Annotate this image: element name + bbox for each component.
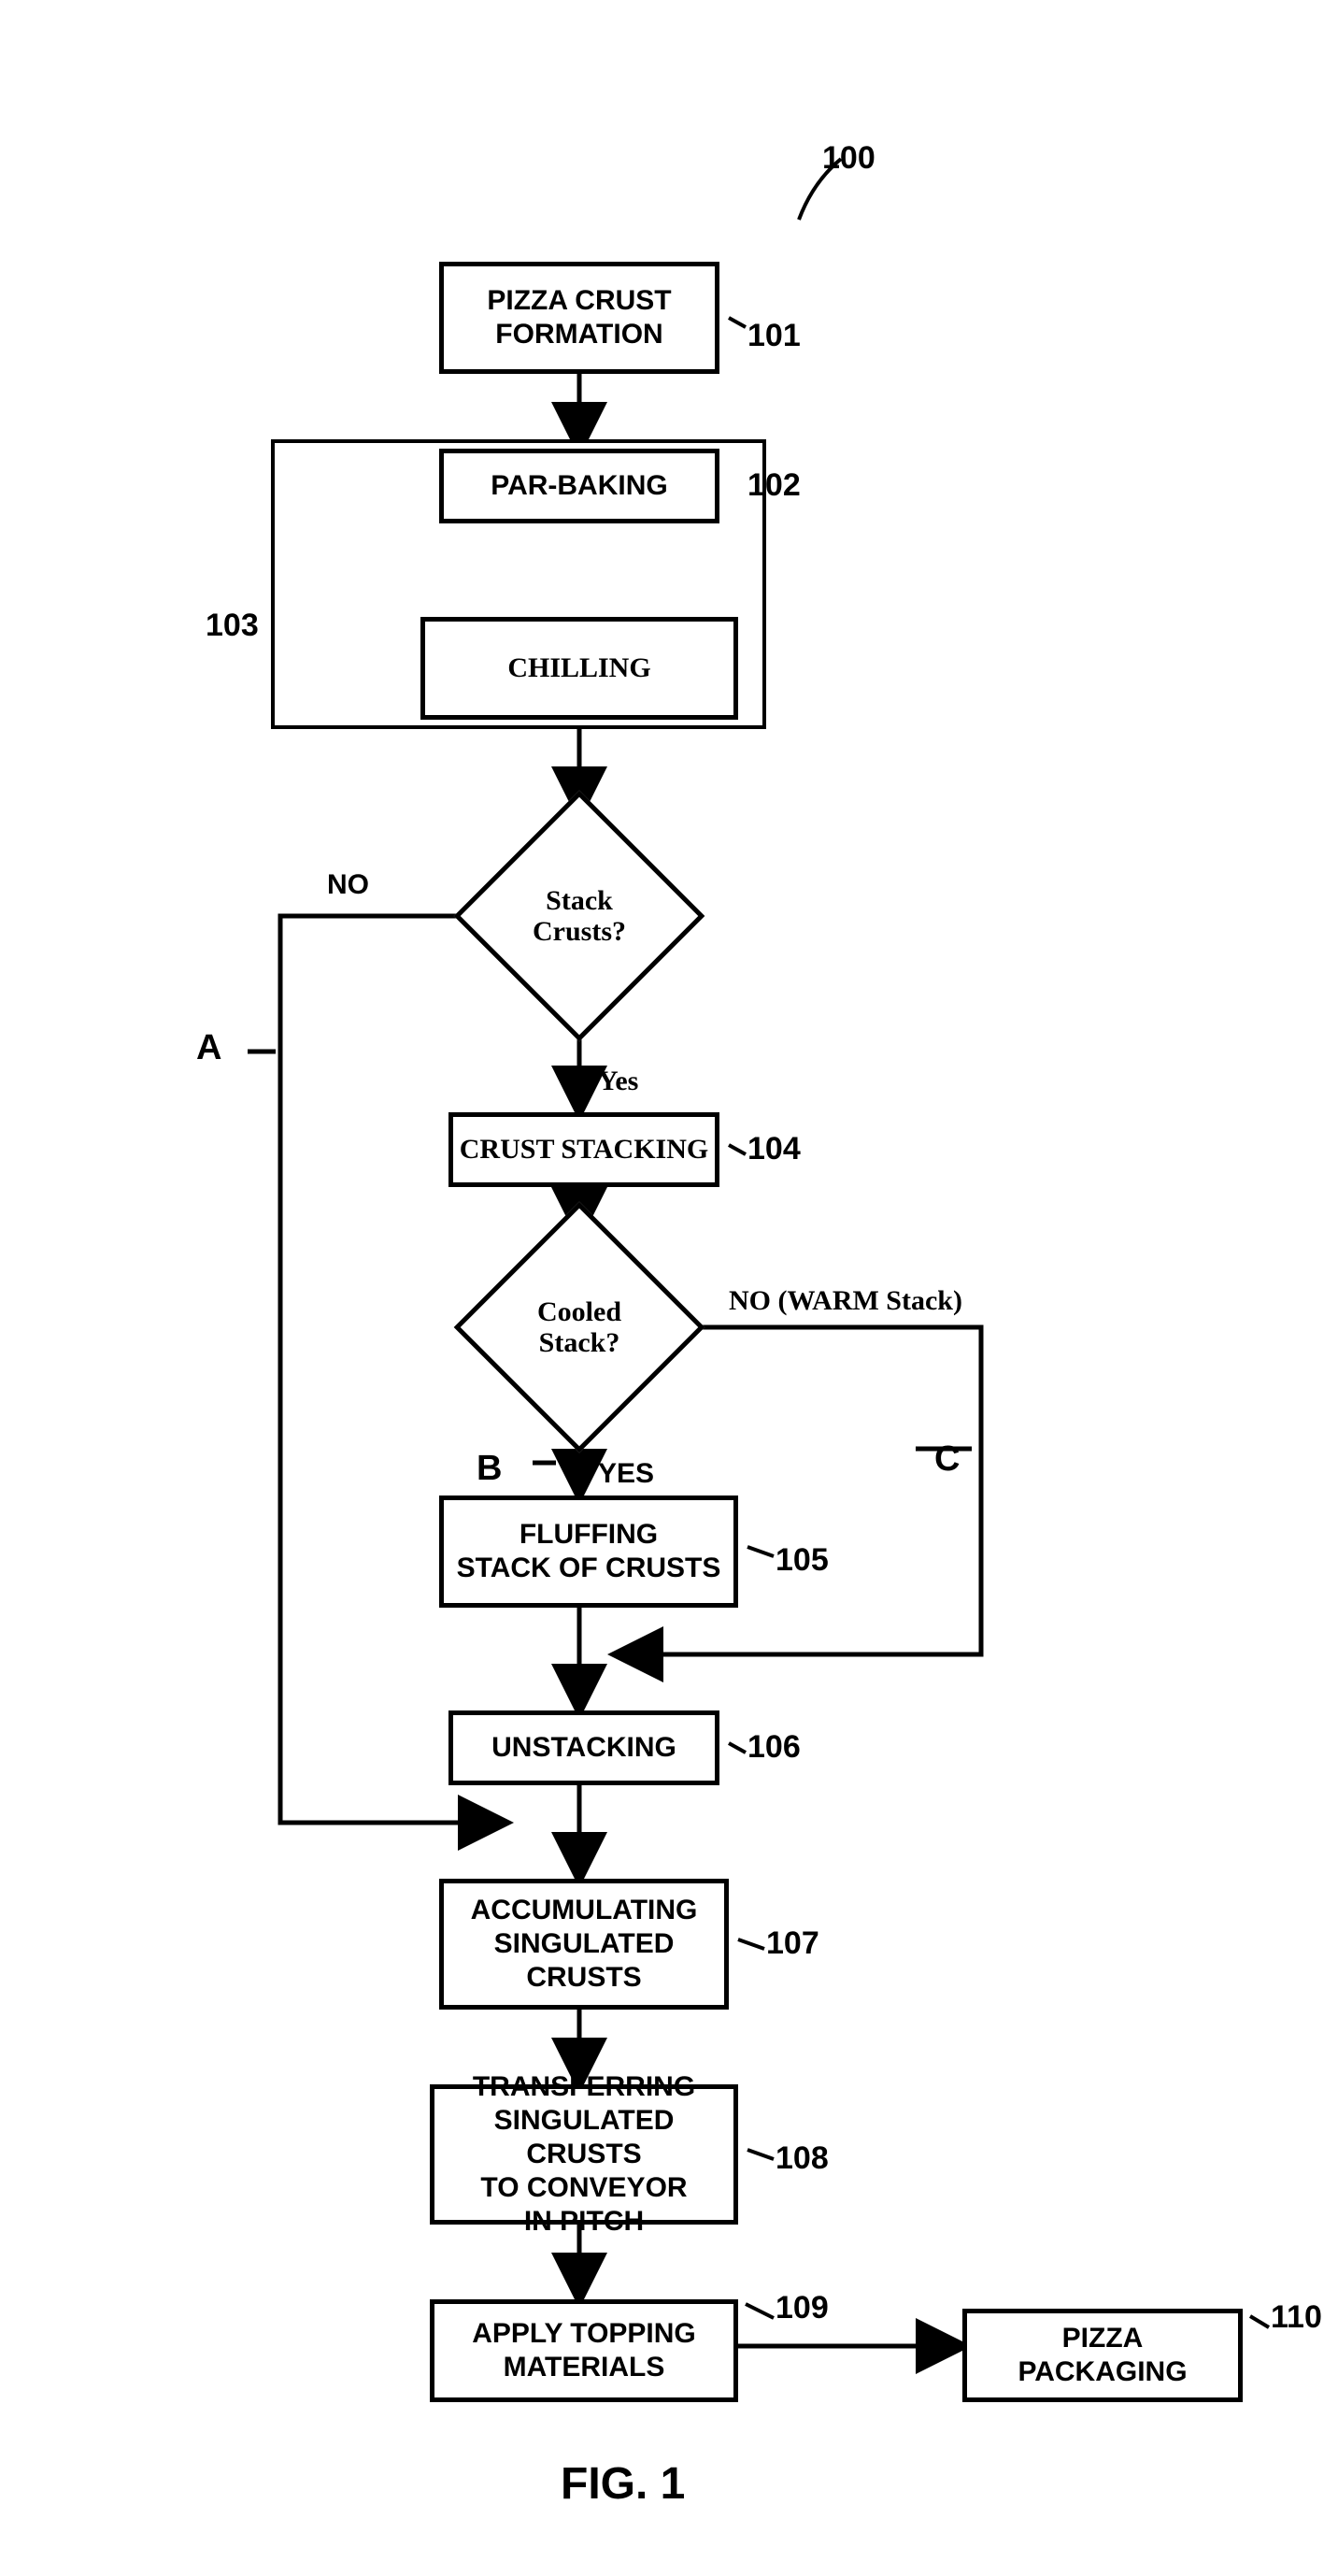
- ref-107: 107: [766, 1925, 819, 1962]
- edge-label-no-2: NO (WARM Stack): [729, 1285, 962, 1317]
- diamond-label: CooledStack?: [491, 1238, 668, 1416]
- box-chilling: CHILLING: [420, 617, 738, 720]
- diamond-label: StackCrusts?: [491, 827, 668, 1005]
- path-label-c: C: [934, 1439, 960, 1480]
- edge-label-yes-2: YES: [598, 1458, 654, 1490]
- box-label: TRANSFERRINGSINGULATED CRUSTSTO CONVEYOR…: [440, 2070, 728, 2239]
- edge-label-yes-1: Yes: [598, 1066, 638, 1097]
- edge-label-no-1: NO: [327, 869, 369, 901]
- ref-102: 102: [747, 467, 801, 504]
- box-accumulating: ACCUMULATINGSINGULATEDCRUSTS: [439, 1879, 729, 2010]
- box-crust-stacking: CRUST STACKING: [448, 1112, 719, 1187]
- box-apply-topping: APPLY TOPPINGMATERIALS: [430, 2299, 738, 2402]
- box-pizza-crust-formation: PIZZA CRUSTFORMATION: [439, 262, 719, 374]
- box-label: PIZZA CRUSTFORMATION: [487, 284, 671, 351]
- box-transferring: TRANSFERRINGSINGULATED CRUSTSTO CONVEYOR…: [430, 2084, 738, 2225]
- ref-108: 108: [776, 2140, 829, 2177]
- ref-104: 104: [747, 1131, 801, 1167]
- box-fluffing: FLUFFINGSTACK OF CRUSTS: [439, 1496, 738, 1608]
- ref-100: 100: [822, 140, 875, 177]
- box-label: FLUFFINGSTACK OF CRUSTS: [457, 1518, 721, 1585]
- box-label: ACCUMULATINGSINGULATEDCRUSTS: [471, 1894, 698, 1995]
- box-label: PIZZAPACKAGING: [1018, 2322, 1187, 2389]
- box-label: PAR-BAKING: [491, 469, 667, 503]
- ref-105: 105: [776, 1542, 829, 1579]
- box-par-baking: PAR-BAKING: [439, 449, 719, 523]
- ref-101: 101: [747, 318, 801, 354]
- ref-109: 109: [776, 2290, 829, 2326]
- ref-106: 106: [747, 1729, 801, 1766]
- box-unstacking: UNSTACKING: [448, 1710, 719, 1785]
- box-pizza-packaging: PIZZAPACKAGING: [962, 2309, 1243, 2402]
- diamond-text: CooledStack?: [537, 1296, 621, 1358]
- box-label: CHILLING: [507, 651, 650, 685]
- figure-label: FIG. 1: [561, 2458, 685, 2510]
- diamond-text: StackCrusts?: [533, 885, 626, 947]
- path-label-a: A: [196, 1028, 221, 1068]
- path-label-b: B: [477, 1449, 502, 1489]
- box-label: CRUST STACKING: [460, 1133, 708, 1166]
- box-label: UNSTACKING: [491, 1731, 676, 1765]
- flowchart-canvas: PIZZA CRUSTFORMATION PAR-BAKING CHILLING…: [37, 37, 1338, 2539]
- ref-103: 103: [206, 608, 259, 644]
- box-label: APPLY TOPPINGMATERIALS: [472, 2317, 696, 2384]
- ref-110: 110: [1271, 2299, 1322, 2336]
